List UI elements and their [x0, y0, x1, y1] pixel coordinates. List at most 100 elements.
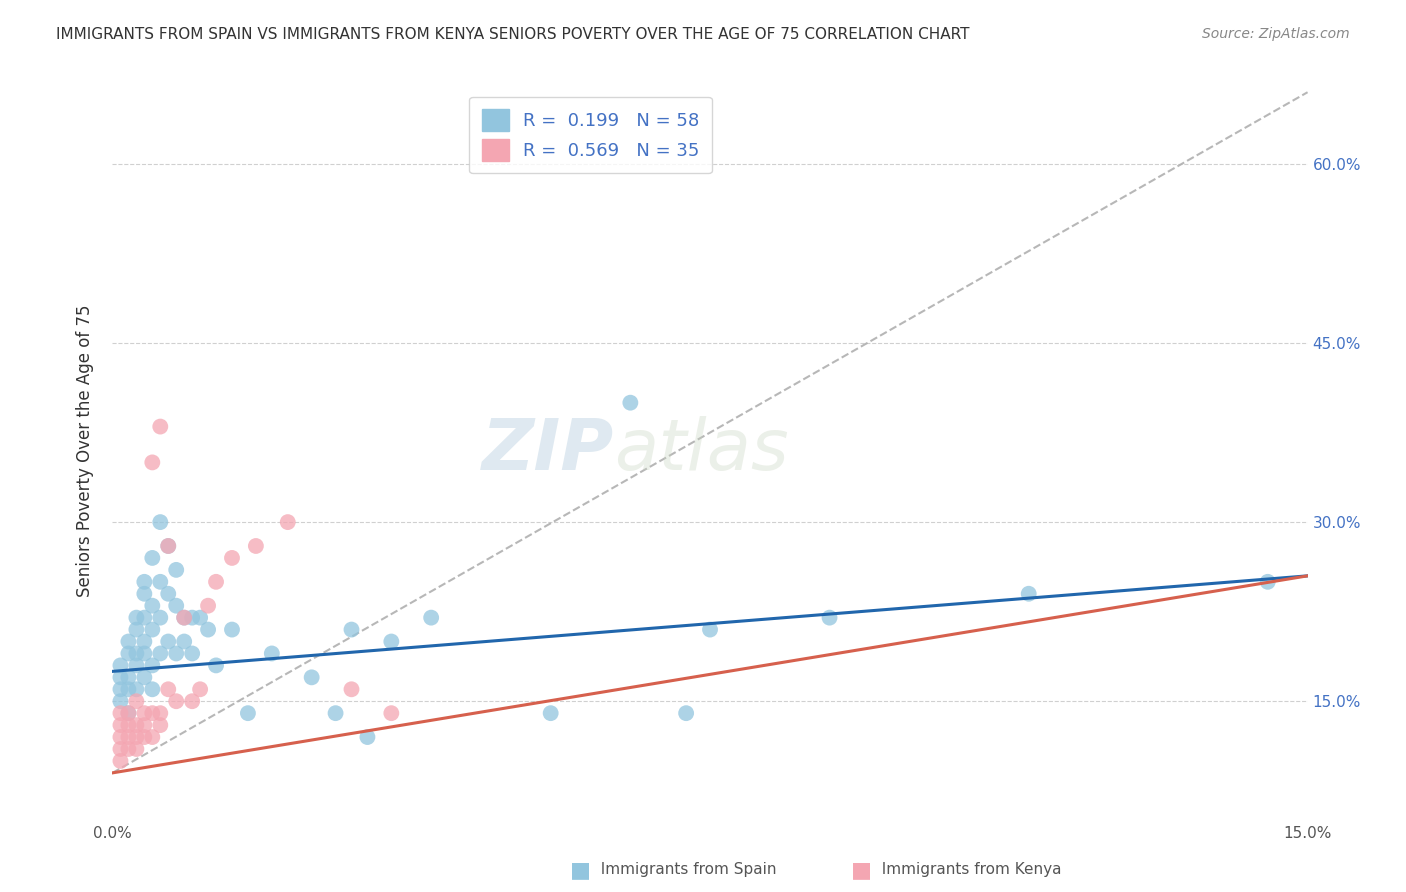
Text: Immigrants from Kenya: Immigrants from Kenya — [872, 863, 1062, 877]
Point — [134, 574, 156, 589]
Point — [165, 563, 187, 577]
Point — [149, 706, 172, 721]
Point — [117, 742, 139, 756]
Point — [117, 706, 139, 721]
Point — [157, 539, 180, 553]
Point — [1257, 574, 1279, 589]
Point — [117, 682, 139, 697]
Point — [134, 670, 156, 684]
Point — [181, 610, 204, 624]
Point — [181, 694, 204, 708]
Point — [221, 623, 243, 637]
Point — [245, 539, 267, 553]
Point — [157, 587, 180, 601]
Point — [110, 730, 132, 744]
Point — [205, 574, 228, 589]
Point — [157, 682, 180, 697]
Y-axis label: Seniors Poverty Over the Age of 75: Seniors Poverty Over the Age of 75 — [76, 304, 94, 597]
Point — [420, 610, 443, 624]
Point — [125, 694, 148, 708]
Point — [110, 742, 132, 756]
Point — [173, 634, 195, 648]
Point — [134, 718, 156, 732]
Point — [117, 730, 139, 744]
Point — [325, 706, 347, 721]
Point — [141, 550, 163, 565]
Point — [141, 455, 163, 469]
Point — [149, 515, 172, 529]
Point — [134, 730, 156, 744]
Point — [157, 539, 180, 553]
Text: Source: ZipAtlas.com: Source: ZipAtlas.com — [1202, 27, 1350, 41]
Point — [117, 647, 139, 661]
Point — [380, 706, 402, 721]
Point — [380, 634, 402, 648]
Point — [173, 610, 195, 624]
Text: atlas: atlas — [614, 416, 789, 485]
Point — [125, 682, 148, 697]
Point — [134, 610, 156, 624]
Point — [117, 718, 139, 732]
Point — [619, 395, 641, 409]
Point — [165, 647, 187, 661]
Point — [181, 647, 204, 661]
Point — [141, 730, 163, 744]
Point — [110, 682, 132, 697]
Point — [141, 623, 163, 637]
Text: ■: ■ — [569, 860, 591, 880]
Point — [149, 574, 172, 589]
Point — [188, 610, 211, 624]
Point — [110, 658, 132, 673]
Point — [675, 706, 697, 721]
Point — [165, 599, 187, 613]
Point — [117, 670, 139, 684]
Point — [134, 706, 156, 721]
Text: Immigrants from Spain: Immigrants from Spain — [591, 863, 776, 877]
Legend: R =  0.199   N = 58, R =  0.569   N = 35: R = 0.199 N = 58, R = 0.569 N = 35 — [470, 96, 711, 173]
Point — [301, 670, 323, 684]
Text: ZIP: ZIP — [482, 416, 614, 485]
Point — [188, 682, 211, 697]
Point — [134, 634, 156, 648]
Point — [356, 730, 378, 744]
Point — [141, 706, 163, 721]
Point — [1018, 587, 1040, 601]
Point — [134, 587, 156, 601]
Point — [205, 658, 228, 673]
Point — [149, 610, 172, 624]
Point — [699, 623, 721, 637]
Point — [125, 623, 148, 637]
Point — [125, 647, 148, 661]
Point — [110, 754, 132, 768]
Point — [818, 610, 841, 624]
Point — [125, 658, 148, 673]
Point — [125, 742, 148, 756]
Point — [149, 647, 172, 661]
Point — [117, 634, 139, 648]
Point — [125, 610, 148, 624]
Point — [277, 515, 299, 529]
Point — [149, 419, 172, 434]
Point — [110, 706, 132, 721]
Point — [149, 718, 172, 732]
Point — [340, 682, 363, 697]
Point — [340, 623, 363, 637]
Text: IMMIGRANTS FROM SPAIN VS IMMIGRANTS FROM KENYA SENIORS POVERTY OVER THE AGE OF 7: IMMIGRANTS FROM SPAIN VS IMMIGRANTS FROM… — [56, 27, 970, 42]
Point — [110, 694, 132, 708]
Point — [165, 694, 187, 708]
Point — [110, 718, 132, 732]
Point — [260, 647, 283, 661]
Point — [134, 647, 156, 661]
Point — [540, 706, 562, 721]
Point — [141, 658, 163, 673]
Point — [236, 706, 259, 721]
Point — [110, 670, 132, 684]
Point — [141, 682, 163, 697]
Point — [221, 550, 243, 565]
Point — [125, 730, 148, 744]
Point — [141, 599, 163, 613]
Point — [173, 610, 195, 624]
Point — [197, 599, 219, 613]
Point — [125, 718, 148, 732]
Point — [117, 706, 139, 721]
